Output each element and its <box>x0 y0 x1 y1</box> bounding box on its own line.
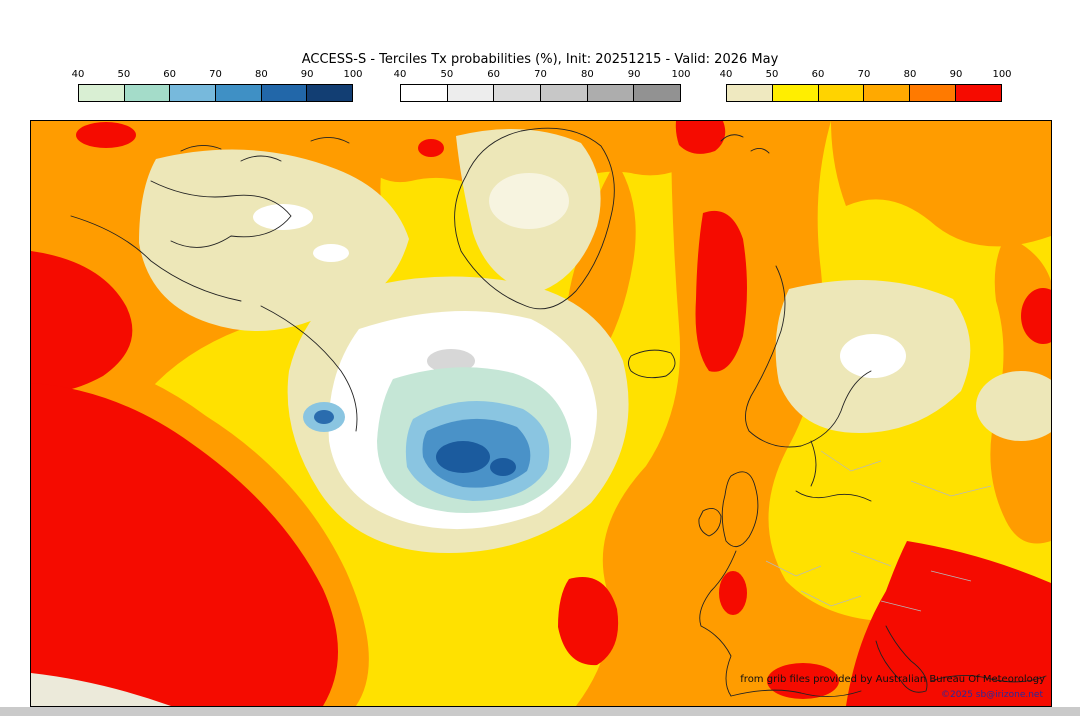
colorbar-swatch <box>494 85 542 101</box>
colorbar-neutral: 40 50 60 70 80 90 100 <box>394 68 691 102</box>
colorbar-swatch <box>910 85 957 101</box>
colorbar-tick: 40 <box>71 69 85 80</box>
map-coastlines <box>70 127 1047 697</box>
colorbar-below-ticks: 40 50 60 70 80 90 100 <box>72 68 363 84</box>
colorbar-swatch <box>818 85 865 101</box>
colorbar-swatch <box>727 85 773 101</box>
colorbar-swatch <box>447 85 495 101</box>
colorbar-tick: 60 <box>487 69 501 80</box>
colorbar-tick: 100 <box>343 69 363 80</box>
colorbar-tick: 40 <box>393 69 407 80</box>
colorbar-swatch <box>956 85 1001 101</box>
colorbar-swatch <box>772 85 819 101</box>
colorbar-tick: 100 <box>671 69 691 80</box>
colorbar-swatch <box>261 85 308 101</box>
colorbar-swatch <box>216 85 262 101</box>
colorbar-swatch <box>587 85 635 101</box>
colorbar-tick: 50 <box>440 69 454 80</box>
map-attribution: from grib files provided by Australian B… <box>740 674 1045 685</box>
map-country-borders <box>765 450 992 612</box>
colorbar-swatch <box>401 85 448 101</box>
map-bottomleft-wedge <box>31 673 171 706</box>
colorbar-tick: 50 <box>765 69 779 80</box>
map-copyright: ©2025 sb@irizone.net <box>941 690 1043 700</box>
colorbar-tick: 90 <box>949 69 963 80</box>
colorbar-tick: 90 <box>627 69 641 80</box>
colorbar-above-swatches <box>726 84 1002 102</box>
page-title: ACCESS-S - Terciles Tx probabilities (%)… <box>301 52 779 67</box>
map-panel: from grib files provided by Australian B… <box>30 120 1052 707</box>
colorbar-swatch <box>79 85 125 101</box>
map-red-regions <box>31 121 1051 706</box>
colorbar-swatch <box>541 85 588 101</box>
colorbar-swatch <box>634 85 681 101</box>
colorbar-swatch <box>307 85 353 101</box>
colorbar-neutral-ticks: 40 50 60 70 80 90 100 <box>394 68 691 84</box>
colorbar-swatch <box>124 85 171 101</box>
colorbar-tick: 80 <box>580 69 594 80</box>
colorbar-tick: 60 <box>163 69 177 80</box>
colorbar-neutral-swatches <box>400 84 681 102</box>
colorbar-tick: 70 <box>209 69 222 80</box>
colorbar-below: 40 50 60 70 80 90 100 <box>72 68 363 102</box>
colorbar-above: 40 50 60 70 80 90 100 <box>720 68 1012 102</box>
colorbar-tick: 90 <box>300 69 314 80</box>
map-canvas <box>31 121 1051 706</box>
colorbar-tick: 50 <box>117 69 131 80</box>
colorbar-tick: 80 <box>903 69 917 80</box>
colorbar-tick: 60 <box>811 69 825 80</box>
colorbar-swatch <box>864 85 911 101</box>
colorbar-swatch <box>170 85 217 101</box>
colorbar-above-ticks: 40 50 60 70 80 90 100 <box>720 68 1012 84</box>
bottom-strip <box>0 707 1080 716</box>
colorbar-below-swatches <box>78 84 353 102</box>
map-blue-regions <box>303 367 572 513</box>
colorbar-tick: 100 <box>992 69 1012 80</box>
colorbar-tick: 70 <box>857 69 871 80</box>
colorbar-tick: 40 <box>719 69 733 80</box>
colorbar-tick: 70 <box>534 69 547 80</box>
colorbar-tick: 80 <box>254 69 268 80</box>
